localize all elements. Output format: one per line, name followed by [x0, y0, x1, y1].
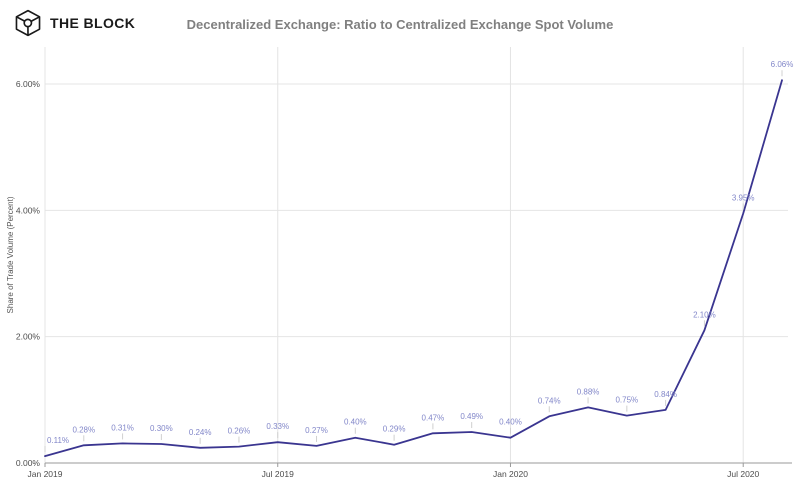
data-point-label: 0.40% — [344, 418, 367, 427]
y-axis-tick-label: 2.00% — [16, 332, 41, 342]
data-point-label: 0.30% — [150, 424, 173, 433]
data-point-label: 0.47% — [422, 413, 445, 422]
data-point-label: 0.29% — [383, 425, 406, 434]
data-point-label: 6.06% — [771, 60, 794, 69]
y-axis-tick-label: 6.00% — [16, 79, 41, 89]
series-line — [44, 79, 783, 458]
data-point-label: 0.26% — [228, 427, 251, 436]
x-axis-tick-label: Jan 2020 — [493, 469, 528, 479]
data-point-label: 0.24% — [189, 428, 212, 437]
the-block-logo: THE BLOCK — [14, 9, 135, 37]
y-axis-title: Share of Trade Volume (Percent) — [6, 196, 15, 313]
data-point-label: 3.95% — [732, 193, 755, 202]
x-axis-tick-label: Jul 2020 — [727, 469, 759, 479]
data-point-label: 0.88% — [577, 387, 600, 396]
data-point-label: 0.84% — [654, 390, 677, 399]
data-point-label: 0.27% — [305, 426, 328, 435]
data-point-label: 0.33% — [266, 422, 289, 431]
x-axis-tick-label: Jul 2019 — [262, 469, 294, 479]
y-axis-tick-label: 4.00% — [16, 205, 41, 215]
data-point-label: 0.11% — [47, 436, 69, 445]
data-point-label: 0.75% — [615, 396, 638, 405]
data-point-label: 0.40% — [499, 418, 522, 427]
data-point-label: 0.49% — [460, 412, 483, 421]
the-block-logo-icon — [15, 9, 41, 37]
data-point-label: 0.74% — [538, 396, 561, 405]
the-block-logo-text: THE BLOCK — [50, 15, 136, 31]
data-point-label: 0.31% — [111, 423, 134, 432]
y-axis-tick-label: 0.00% — [16, 458, 41, 468]
x-axis-tick-label: Jan 2019 — [28, 469, 63, 479]
data-point-label: 2.10% — [693, 310, 716, 319]
chart-title: Decentralized Exchange: Ratio to Central… — [186, 17, 614, 32]
data-point-label: 0.28% — [72, 425, 95, 434]
